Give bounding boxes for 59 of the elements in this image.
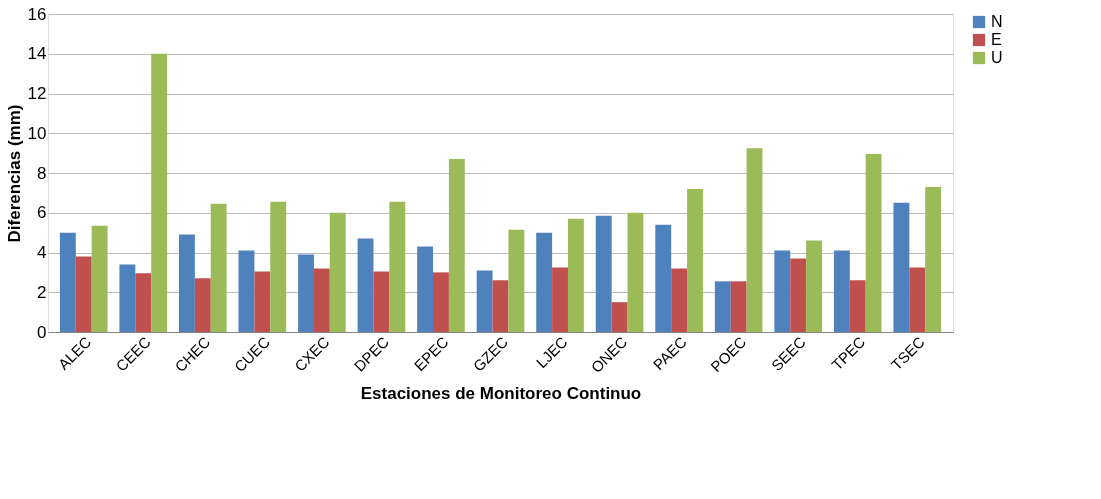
bar <box>849 280 866 332</box>
y-tick-label: 12 <box>27 84 47 103</box>
bar <box>194 278 211 332</box>
bar <box>909 267 926 332</box>
bar <box>433 272 449 332</box>
bar <box>492 280 509 332</box>
bar <box>714 281 731 332</box>
bar <box>270 201 287 332</box>
y-axis-title: Diferencias (mm) <box>4 104 24 243</box>
y-tick-label: 6 <box>37 203 47 223</box>
bar <box>448 159 465 332</box>
y-tick-label: 4 <box>37 243 47 262</box>
bar <box>925 186 942 332</box>
bar <box>508 229 525 332</box>
bar <box>135 273 152 332</box>
bar <box>313 268 330 332</box>
bar <box>476 270 493 332</box>
bar <box>806 240 823 332</box>
bar <box>417 246 434 332</box>
bar <box>790 258 807 332</box>
bar <box>611 302 628 332</box>
y-tick-label: 10 <box>27 123 47 143</box>
y-tick-label: 2 <box>37 282 47 302</box>
y-tick-label: 8 <box>37 163 47 183</box>
bar <box>567 218 584 332</box>
bar <box>746 148 763 332</box>
x-axis-title: Estaciones de Monitoreo Continuo <box>360 383 642 403</box>
legend-label: E <box>991 31 1002 48</box>
bar <box>774 250 791 332</box>
bar <box>254 271 271 332</box>
bar <box>389 201 406 332</box>
bar <box>238 250 255 332</box>
bar <box>671 268 688 332</box>
bar <box>730 281 747 332</box>
y-tick-label: 16 <box>27 4 47 24</box>
legend-label: U <box>991 49 1003 66</box>
bar <box>91 225 108 332</box>
bar <box>357 238 374 332</box>
bar <box>865 154 882 332</box>
bar <box>210 203 227 332</box>
bar <box>119 264 136 332</box>
bar <box>329 212 346 332</box>
bar <box>373 271 390 332</box>
bar <box>627 212 644 332</box>
bar <box>595 215 612 332</box>
bar <box>833 250 850 332</box>
bar <box>552 267 568 332</box>
bar <box>298 254 314 332</box>
bar <box>75 256 92 332</box>
bar <box>687 188 703 332</box>
y-tick-label: 14 <box>27 44 47 64</box>
bar <box>655 224 672 332</box>
bar <box>893 202 910 332</box>
y-tick-label: 0 <box>37 322 47 342</box>
bar <box>178 234 195 332</box>
legend-label: N <box>991 13 1003 30</box>
bar <box>536 232 553 332</box>
bar <box>59 232 76 332</box>
bar <box>151 53 168 332</box>
